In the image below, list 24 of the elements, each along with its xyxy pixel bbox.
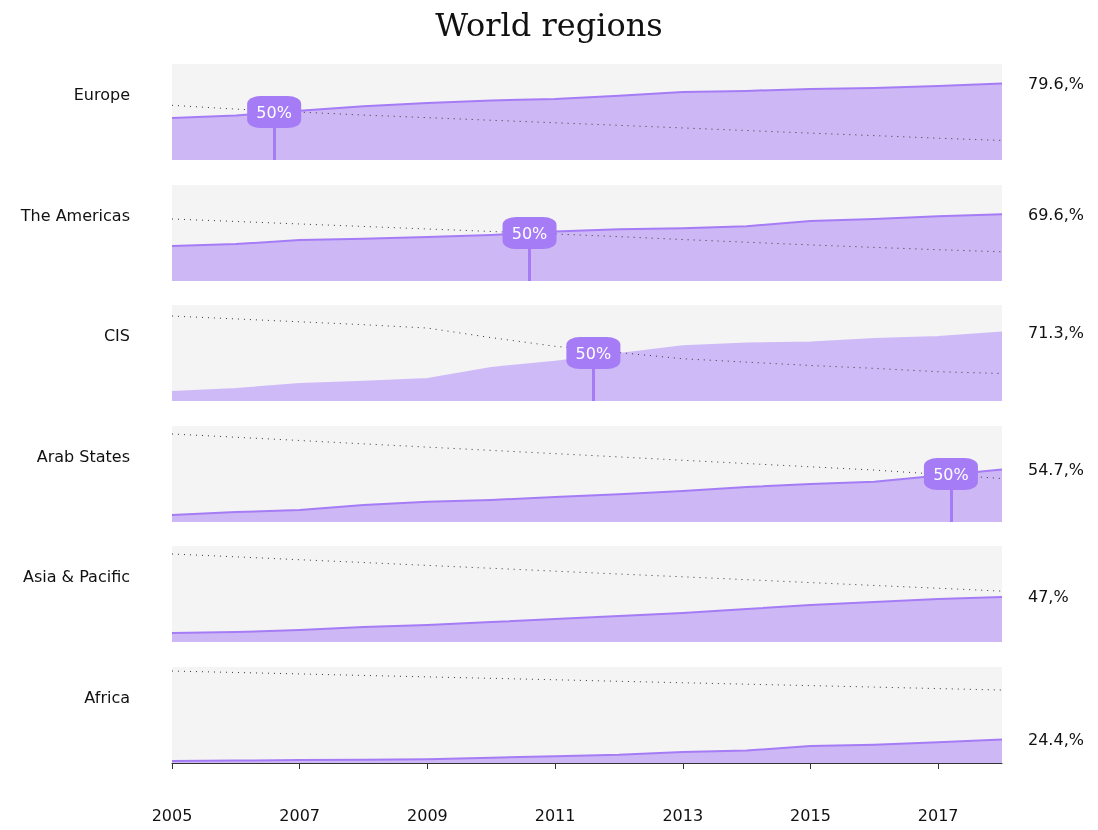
- x-tick-label: 2015: [790, 805, 831, 825]
- data-label: 71.3,%: [1028, 323, 1084, 343]
- annotation: 50%: [933, 464, 969, 484]
- annotation: 50%: [256, 102, 292, 122]
- annotation: 50%: [511, 223, 548, 243]
- x-tick-label: 2007: [279, 805, 321, 825]
- data-label: 47,%: [1028, 587, 1069, 607]
- y-axis-title: The Americas: [19, 205, 131, 225]
- annotation: 50%: [575, 343, 612, 363]
- y-axis-title: Europe: [73, 84, 130, 104]
- x-tick-label: 2011: [534, 805, 576, 825]
- data-label: 24.4,%: [1028, 730, 1084, 750]
- x-tick-label: 2017: [917, 805, 959, 825]
- y-axis-title: CIS: [103, 325, 130, 345]
- data-label: 54.7,%: [1028, 459, 1084, 479]
- x-tick-label: 2005: [151, 805, 193, 825]
- data-label: 69.6,%: [1028, 204, 1084, 224]
- y-axis-title: Africa: [84, 687, 131, 707]
- y-axis-title: Arab States: [36, 446, 131, 466]
- x-tick-label: 2013: [662, 805, 704, 825]
- y-axis-title: Asia & Pacific: [22, 566, 130, 586]
- x-tick-label: 2009: [407, 805, 448, 825]
- data-label: 79.6,%: [1028, 74, 1084, 94]
- chart-title: World regions: [435, 6, 663, 44]
